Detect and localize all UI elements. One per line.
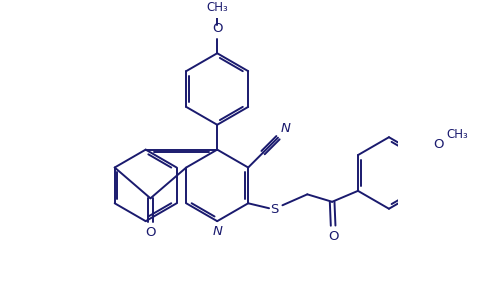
Text: CH₃: CH₃ [206,1,228,14]
Text: S: S [270,203,278,216]
Text: N: N [281,122,291,135]
Text: N: N [212,225,222,238]
Text: O: O [434,138,444,151]
Text: O: O [328,229,338,243]
Text: CH₃: CH₃ [447,128,469,141]
Text: O: O [212,22,223,35]
Text: O: O [145,226,156,239]
